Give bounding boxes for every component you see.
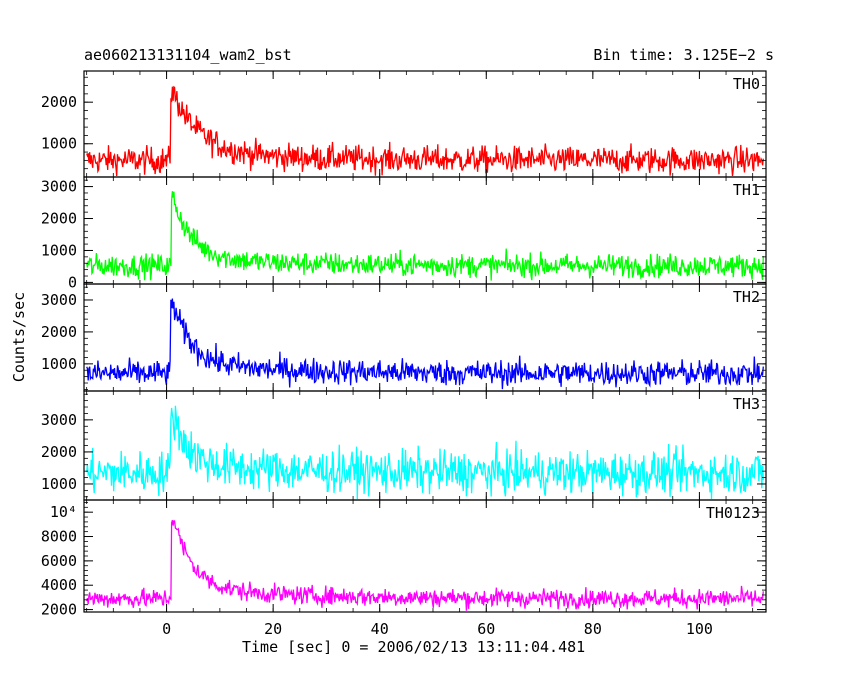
- y-tick-label: 0: [68, 273, 77, 291]
- y-tick-label: 6000: [41, 552, 77, 570]
- y-tick-label: 2000: [41, 323, 77, 341]
- y-tick-label: 1000: [41, 475, 77, 493]
- y-tick-label: 2000: [41, 210, 77, 228]
- x-tick-label: 20: [264, 620, 282, 638]
- y-tick-label: 2000: [41, 443, 77, 461]
- series-line-th2: [86, 298, 764, 390]
- y-axis-label: Counts/sec: [10, 291, 29, 383]
- y-tick-label: 1000: [41, 135, 77, 153]
- series-line-th3: [86, 405, 764, 500]
- series-line-th1: [86, 191, 764, 281]
- x-tick-label: 0: [162, 620, 171, 638]
- x-tick-label: 100: [686, 620, 713, 638]
- y-tick-label: 1000: [41, 241, 77, 259]
- panel-label-th3: TH3: [733, 395, 760, 413]
- bin-time-label: Bin time: 3.125E−2 s: [593, 46, 774, 64]
- y-tick-label: 10⁴: [50, 503, 77, 521]
- series-line-th0: [86, 85, 764, 177]
- y-tick-label: 3000: [41, 178, 77, 196]
- y-tick-label: 2000: [41, 93, 77, 111]
- x-tick-label: 60: [477, 620, 495, 638]
- y-tick-label: 4000: [41, 576, 77, 594]
- x-tick-label: 40: [371, 620, 389, 638]
- panel-frame-th1: [83, 176, 767, 285]
- panel-label-th0: TH0: [733, 75, 760, 93]
- y-tick-label: 1000: [41, 355, 77, 373]
- series-line-th0123: [86, 520, 764, 611]
- x-tick-label: 80: [584, 620, 602, 638]
- y-tick-label: 3000: [41, 411, 77, 429]
- panel-label-th0123: TH0123: [706, 504, 760, 522]
- y-tick-label: 3000: [41, 291, 77, 309]
- y-tick-label: 8000: [41, 528, 77, 546]
- panel-label-th2: TH2: [733, 288, 760, 306]
- figure-title: ae060213131104_wam2_bst: [84, 46, 292, 64]
- panel-label-th1: TH1: [733, 181, 760, 199]
- x-axis-label: Time [sec] 0 = 2006/02/13 13:11:04.481: [242, 638, 586, 656]
- series-layer: [86, 85, 764, 611]
- y-tick-label: 2000: [41, 601, 77, 619]
